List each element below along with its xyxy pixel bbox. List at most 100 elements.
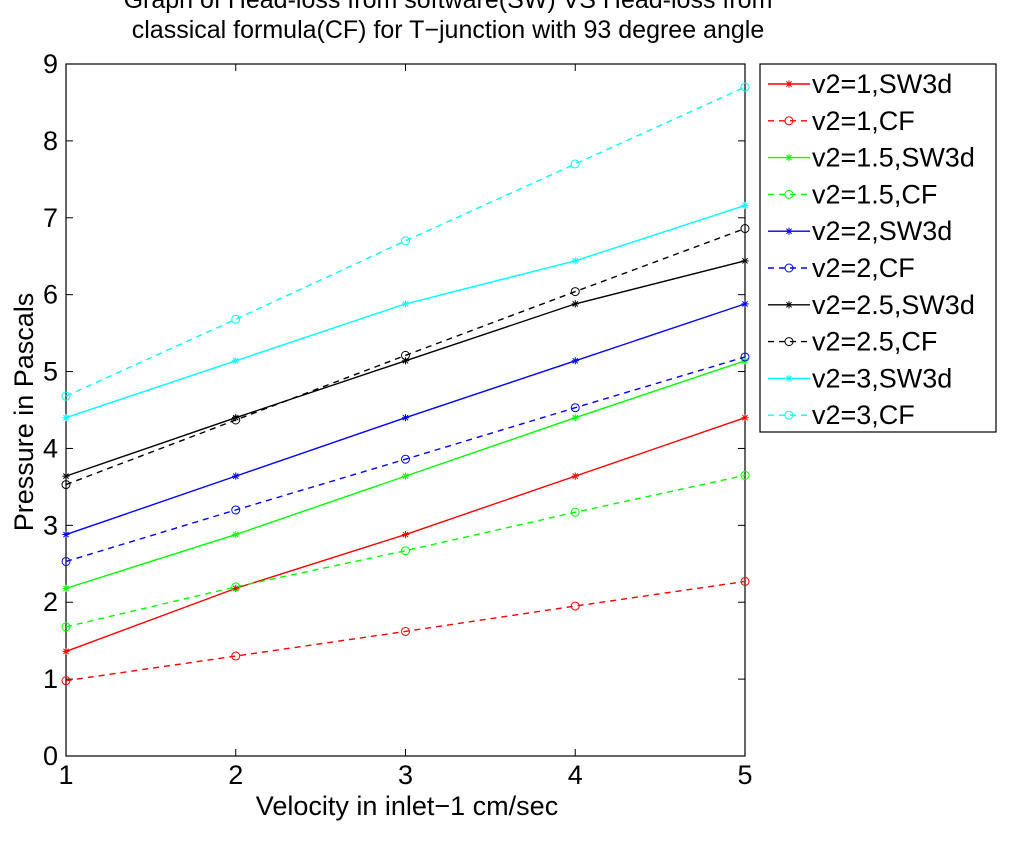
plot-frame bbox=[65, 63, 746, 757]
data-point bbox=[231, 415, 241, 425]
data-point bbox=[401, 357, 410, 365]
data-point bbox=[232, 530, 240, 539]
y-tick-label: 0 bbox=[43, 741, 58, 771]
legend-label: v2=1.5,SW3d bbox=[812, 143, 975, 173]
y-axis-label: Pressure in Pascals bbox=[9, 293, 39, 532]
legend-swatch-marker bbox=[785, 227, 793, 235]
x-axis-label: Velocity in inlet−1 cm/sec bbox=[256, 791, 558, 821]
data-point bbox=[232, 584, 240, 592]
legend-label: v2=2,SW3d bbox=[812, 216, 952, 246]
data-point bbox=[62, 472, 70, 480]
data-point bbox=[570, 159, 580, 169]
series-line bbox=[65, 86, 746, 397]
data-point bbox=[401, 414, 410, 422]
data-point bbox=[570, 601, 580, 611]
series-v2=1,SW3d bbox=[62, 414, 749, 656]
data-point bbox=[740, 352, 750, 362]
data-point bbox=[61, 480, 71, 490]
y-tick-label: 3 bbox=[43, 510, 58, 540]
data-point bbox=[401, 454, 410, 464]
data-point bbox=[571, 472, 579, 480]
data-point bbox=[740, 82, 750, 92]
legend-label: v2=1.5,CF bbox=[812, 179, 937, 209]
y-tick-label: 1 bbox=[43, 664, 58, 694]
data-point bbox=[571, 357, 579, 365]
series-v2=1.5,CF bbox=[61, 470, 750, 632]
y-tick-label: 6 bbox=[43, 280, 58, 310]
legend-entry: v2=2.5,SW3d bbox=[768, 290, 975, 320]
data-point bbox=[401, 236, 410, 246]
y-tick-label: 2 bbox=[43, 587, 58, 617]
data-point bbox=[231, 505, 241, 515]
x-tick-label: 4 bbox=[568, 760, 583, 790]
legend-box bbox=[759, 63, 997, 433]
series-line bbox=[65, 227, 746, 486]
data-point bbox=[62, 584, 70, 592]
chart-title-line-2: classical formula(CF) for T−junction wit… bbox=[132, 16, 764, 44]
legend-entry: v2=2,CF bbox=[768, 253, 915, 283]
legend: v2=1,SW3d v2=1,CF v2=1.5,SW3d v2=1.5,CF v2=2… bbox=[759, 63, 997, 433]
data-point bbox=[570, 287, 580, 297]
data-point bbox=[401, 350, 410, 360]
data-point bbox=[741, 201, 749, 210]
data-point bbox=[232, 472, 240, 480]
legend-swatch-marker bbox=[785, 154, 793, 162]
data-point bbox=[62, 414, 70, 422]
legend-entry: v2=3,SW3d bbox=[768, 363, 952, 393]
data-point bbox=[571, 257, 579, 265]
series-v2=3,CF bbox=[61, 82, 750, 401]
x-tick-label: 2 bbox=[228, 760, 243, 790]
legend-label: v2=3,CF bbox=[812, 400, 915, 430]
series-line bbox=[65, 356, 746, 563]
legend-label: v2=2,CF bbox=[812, 253, 915, 283]
legend-swatch-marker bbox=[784, 116, 794, 126]
data-point bbox=[740, 576, 750, 586]
series-v2=1,CF bbox=[61, 576, 750, 686]
legend-swatch-marker bbox=[784, 410, 794, 420]
data-point bbox=[401, 626, 410, 636]
legend-swatch-marker bbox=[784, 263, 794, 273]
data-point bbox=[570, 403, 580, 413]
data-point bbox=[61, 556, 71, 566]
data-point bbox=[571, 300, 579, 308]
legend-entry: v2=1.5,SW3d bbox=[768, 143, 975, 173]
data-point bbox=[232, 414, 240, 422]
x-tick-label: 3 bbox=[398, 760, 413, 790]
legend-entry: v2=2.5,CF bbox=[768, 327, 937, 357]
y-tick-label: 9 bbox=[43, 49, 58, 79]
data-point bbox=[401, 472, 410, 480]
legend-label: v2=2.5,SW3d bbox=[812, 290, 975, 320]
legend-label: v2=3,SW3d bbox=[812, 363, 952, 393]
data-point bbox=[232, 357, 240, 365]
data-point bbox=[571, 414, 579, 422]
data-point bbox=[740, 470, 750, 480]
series-v2=2.5,SW3d bbox=[62, 257, 749, 480]
chart-title-line-1: Graph of Head-loss from software(SW) VS … bbox=[124, 0, 773, 14]
legend-entry: v2=3,CF bbox=[768, 400, 915, 430]
data-point bbox=[231, 651, 241, 661]
legend-swatch-marker bbox=[785, 80, 793, 88]
series-v2=2,CF bbox=[61, 352, 750, 566]
data-point bbox=[61, 391, 71, 401]
data-point bbox=[401, 546, 410, 556]
legend-swatch-marker bbox=[785, 301, 793, 309]
legend-label: v2=1,SW3d bbox=[812, 69, 952, 99]
legend-swatch-marker bbox=[784, 189, 794, 199]
legend-entry: v2=1.5,CF bbox=[768, 179, 937, 209]
data-point bbox=[61, 676, 71, 686]
y-tick-label: 7 bbox=[43, 203, 58, 233]
legend-label: v2=2.5,CF bbox=[812, 327, 937, 357]
data-point bbox=[401, 300, 410, 308]
legend-swatch-marker bbox=[784, 337, 794, 347]
legend-entry: v2=1,CF bbox=[768, 106, 915, 136]
series-v2=2,SW3d bbox=[62, 300, 749, 539]
x-tick-label: 1 bbox=[58, 760, 73, 790]
data-point bbox=[570, 507, 580, 517]
data-point bbox=[741, 257, 749, 265]
data-point bbox=[741, 300, 749, 308]
legend-swatch-marker bbox=[785, 374, 793, 382]
data-point bbox=[740, 224, 750, 234]
y-tick-label: 8 bbox=[43, 126, 58, 156]
